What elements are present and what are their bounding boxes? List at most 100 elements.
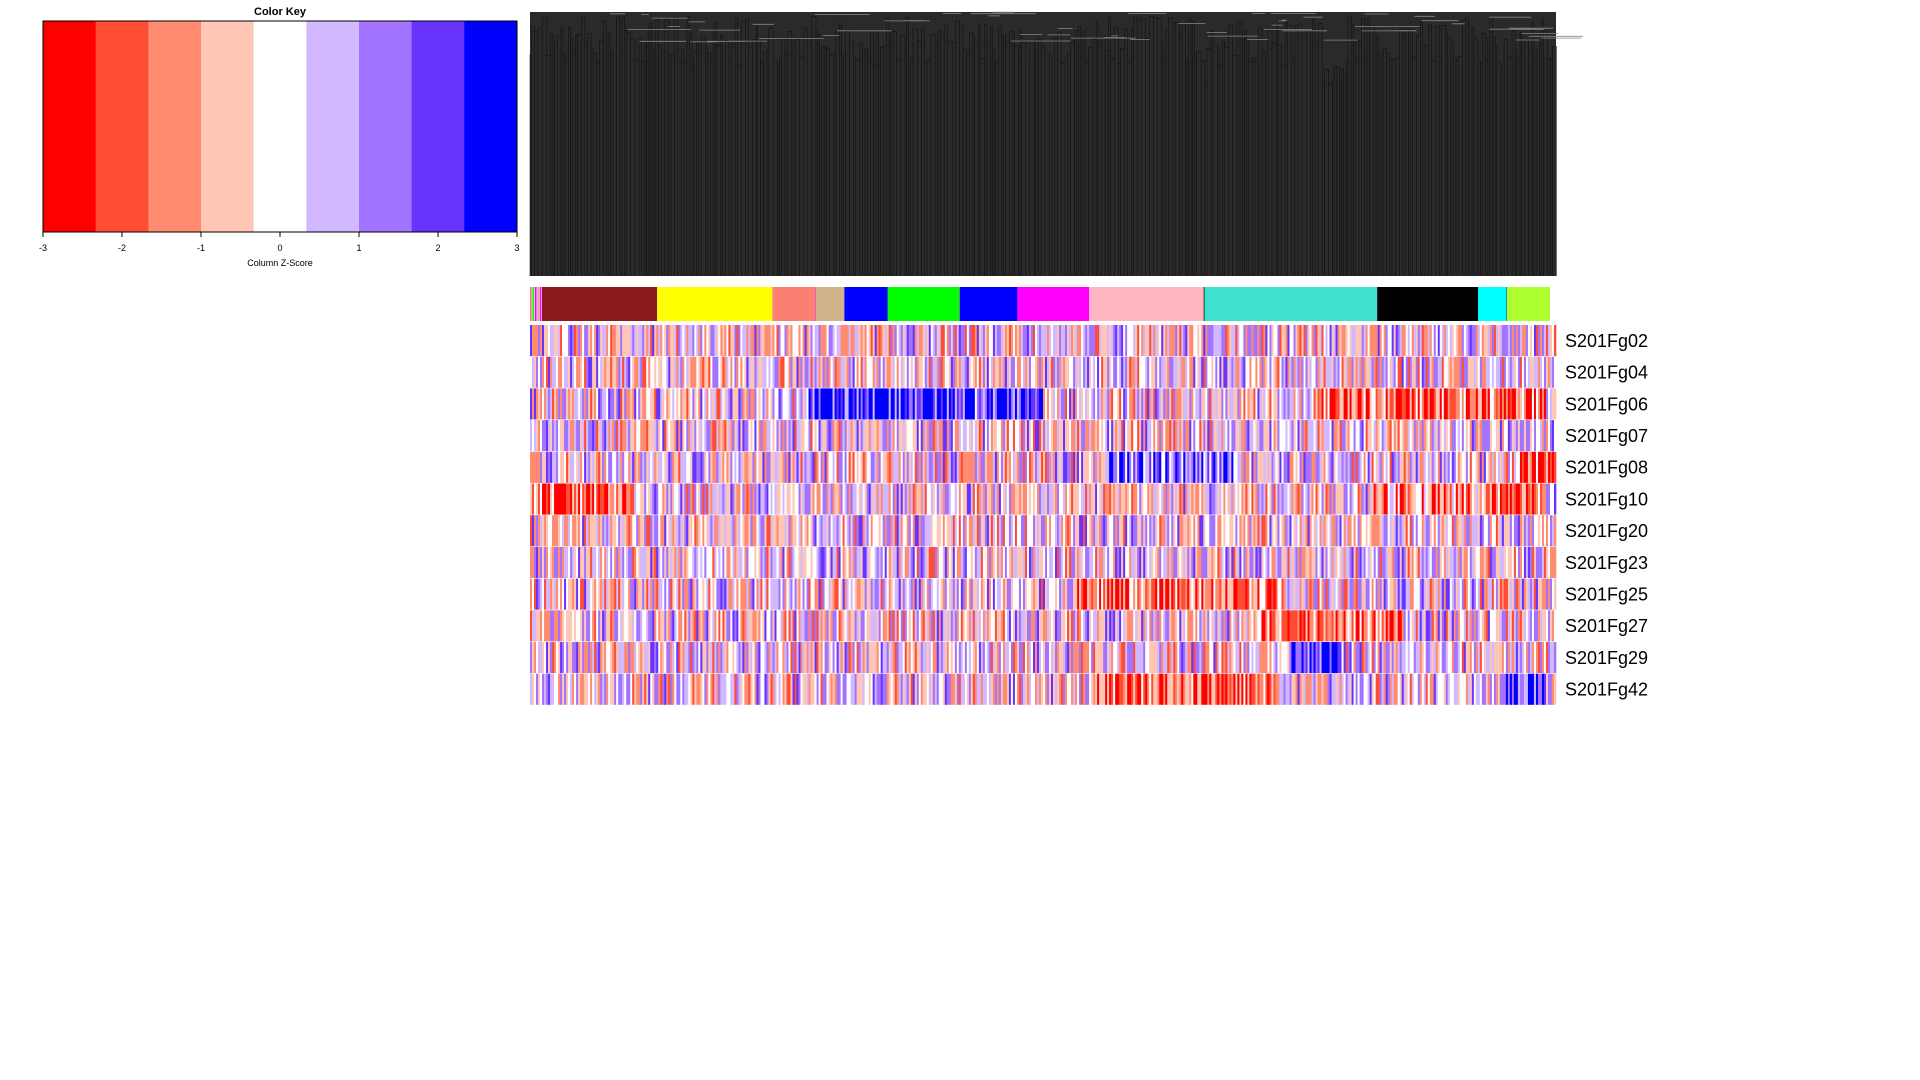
- heatmap-cell: [1489, 546, 1493, 578]
- heatmap-cell: [976, 610, 980, 642]
- heatmap-cell: [580, 388, 583, 420]
- module-stripe: [537, 287, 539, 321]
- heatmap-cell: [974, 515, 978, 547]
- heatmap-cell: [616, 546, 619, 578]
- heatmap-cell: [856, 388, 859, 420]
- heatmap-cell: [1343, 642, 1346, 674]
- heatmap-cell: [600, 325, 603, 357]
- heatmap-cell: [982, 388, 986, 420]
- heatmap-cell: [776, 420, 779, 452]
- heatmap-cell: [636, 451, 639, 483]
- heatmap-cell: [662, 673, 665, 705]
- heatmap-cell: [1439, 578, 1443, 610]
- heatmap-cell: [562, 642, 565, 674]
- heatmap-cell: [1485, 642, 1491, 674]
- heatmap-cell: [812, 388, 815, 420]
- heatmap-cell: [1441, 546, 1445, 578]
- heatmap-cell: [570, 673, 573, 705]
- heatmap-cell: [1004, 451, 1008, 483]
- heatmap-cell: [1173, 578, 1176, 610]
- heatmap-cell: [776, 546, 779, 578]
- heatmap-cell: [1329, 451, 1332, 483]
- heatmap-cell: [882, 420, 887, 452]
- heatmap-cell: [944, 642, 948, 674]
- heatmap-cell: [1113, 642, 1118, 674]
- heatmap-cell: [716, 325, 719, 357]
- heatmap-cell: [1357, 388, 1362, 420]
- heatmap-cell: [1385, 642, 1390, 674]
- heatmap-cell: [906, 610, 910, 642]
- heatmap-cell: [1383, 483, 1388, 515]
- heatmap-cell: [816, 642, 819, 674]
- heatmap-cell: [1357, 515, 1360, 547]
- heatmap-cell: [846, 515, 849, 547]
- heatmap-cell: [698, 325, 701, 357]
- heatmap-cell: [1491, 420, 1497, 452]
- heatmap-cell: [566, 673, 569, 705]
- heatmap-cell: [1309, 642, 1312, 674]
- heatmap-cell: [1241, 356, 1244, 388]
- heatmap-cell: [948, 642, 952, 674]
- heatmap-cell: [662, 451, 665, 483]
- heatmap-cell: [1333, 325, 1336, 357]
- heatmap-cell: [810, 420, 813, 452]
- heatmap-cell: [1533, 325, 1537, 357]
- heatmap-cell: [1255, 515, 1258, 547]
- heatmap-cell: [976, 578, 980, 610]
- heatmap-cell: [1105, 610, 1108, 642]
- heatmap-cell: [1449, 356, 1453, 388]
- heatmap-cell: [788, 546, 791, 578]
- heatmap-cell: [1495, 420, 1501, 452]
- heatmap-cell: [784, 451, 787, 483]
- heatmap-cell: [760, 642, 765, 674]
- heatmap-cell: [1267, 642, 1270, 674]
- heatmap-cell: [672, 578, 675, 610]
- heatmap-cell: [722, 578, 725, 610]
- heatmap-cell: [1209, 483, 1212, 515]
- heatmap-cell: [1487, 388, 1491, 420]
- heatmap-cell: [1197, 325, 1200, 357]
- heatmap-cell: [1371, 642, 1374, 674]
- heatmap-cell: [1293, 483, 1296, 515]
- heatmap-cell: [1207, 420, 1210, 452]
- heatmap-cell: [1117, 420, 1120, 452]
- heatmap-cell: [1087, 356, 1090, 388]
- heatmap-cell: [930, 325, 934, 357]
- heatmap-cell: [710, 610, 713, 642]
- heatmap-cell: [716, 546, 719, 578]
- heatmap-cell: [882, 578, 885, 610]
- heatmap-cell: [710, 420, 713, 452]
- heatmap-cell: [1355, 578, 1358, 610]
- heatmap-cell: [962, 420, 968, 452]
- heatmap-cell: [926, 325, 930, 357]
- heatmap-cell: [584, 356, 587, 388]
- heatmap-cell: [642, 578, 645, 610]
- heatmap-cell: [1105, 388, 1108, 420]
- heatmap-cell: [1179, 515, 1184, 547]
- heatmap-cell: [1269, 451, 1272, 483]
- heatmap-cell: [544, 325, 549, 357]
- heatmap-cell: [1008, 483, 1012, 515]
- heatmap-cell: [1359, 420, 1362, 452]
- heatmap-cell: [990, 483, 994, 515]
- heatmap-cell: [578, 578, 581, 610]
- heatmap-cell: [674, 610, 677, 642]
- heatmap-cell: [878, 515, 881, 547]
- heatmap-cell: [944, 546, 948, 578]
- heatmap-cell: [1187, 325, 1190, 357]
- heatmap-cell: [1159, 388, 1162, 420]
- heatmap-cell: [840, 546, 843, 578]
- heatmap-cell: [1315, 483, 1318, 515]
- heatmap-cell: [1351, 483, 1354, 515]
- heatmap-cell: [1143, 325, 1146, 357]
- heatmap-cell: [1439, 451, 1443, 483]
- heatmap-cell: [1353, 420, 1356, 452]
- heatmap-cell: [1517, 356, 1521, 388]
- heatmap-cell: [892, 325, 896, 357]
- heatmap-cell: [1385, 356, 1388, 388]
- heatmap-cell: [638, 356, 641, 388]
- heatmap-cell: [998, 515, 1002, 547]
- heatmap-cell: [1349, 388, 1352, 420]
- heatmap-cell: [1036, 483, 1040, 515]
- heatmap-cell: [702, 546, 705, 578]
